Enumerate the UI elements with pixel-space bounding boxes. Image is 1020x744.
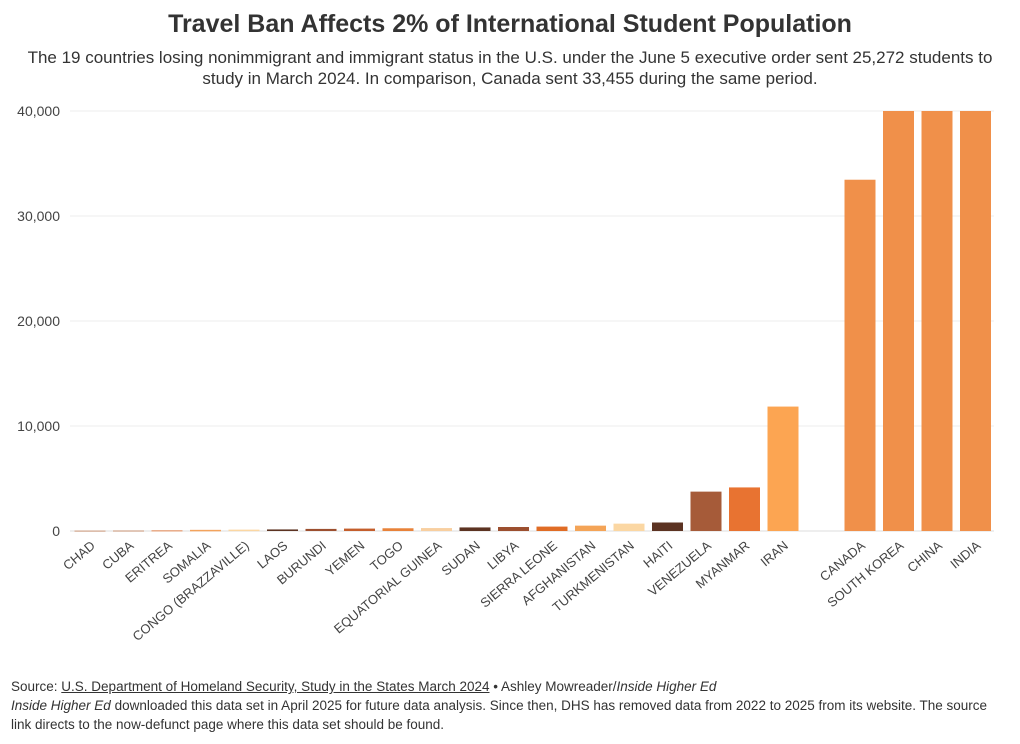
- credit-separator: • Ashley Mowreader/: [489, 679, 617, 694]
- data-note: Inside Higher Ed downloaded this data se…: [11, 696, 991, 734]
- x-tick-label: INDIA: [947, 538, 983, 572]
- bar: [921, 111, 953, 531]
- footer: Source: U.S. Department of Homeland Secu…: [11, 677, 991, 734]
- chart-title: Travel Ban Affects 2% of International S…: [168, 10, 852, 38]
- bar: [652, 522, 683, 531]
- note-publication: Inside Higher Ed: [11, 698, 111, 713]
- source-label: Source:: [11, 679, 58, 694]
- bar: [498, 527, 529, 531]
- x-tick-label: SUDAN: [438, 538, 483, 579]
- y-tick-label: 40,000: [17, 103, 60, 119]
- bar: [459, 527, 491, 531]
- bar: [575, 525, 606, 531]
- x-tick-label: CHINA: [904, 538, 945, 576]
- bar: [729, 487, 760, 531]
- chart-subtitle: The 19 countries losing nonimmigrant and…: [27, 48, 993, 88]
- bar: [228, 529, 260, 532]
- bar: [190, 529, 221, 532]
- bar: [74, 530, 106, 532]
- source-link[interactable]: U.S. Department of Homeland Security, St…: [61, 679, 490, 694]
- bar: [382, 528, 414, 531]
- x-tick-label: YEMEN: [322, 538, 367, 579]
- bar: [305, 528, 337, 531]
- y-tick-label: 10,000: [17, 418, 60, 434]
- source-line: Source: U.S. Department of Homeland Secu…: [11, 677, 991, 696]
- y-tick-label: 20,000: [17, 313, 60, 329]
- bar: [960, 111, 991, 531]
- y-tick-label: 0: [52, 523, 60, 539]
- bar: [844, 179, 876, 531]
- bar: [113, 530, 144, 532]
- x-tick-label: IRAN: [757, 538, 790, 569]
- x-tick-label: CHAD: [60, 538, 98, 573]
- bar: [883, 111, 914, 531]
- bar: [536, 526, 568, 531]
- bar: [267, 529, 298, 531]
- note-text: downloaded this data set in April 2025 f…: [11, 698, 988, 732]
- bar: [767, 406, 799, 531]
- bar: [613, 523, 645, 531]
- credit-publication: Inside Higher Ed: [616, 679, 717, 694]
- bar: [344, 528, 375, 531]
- y-tick-label: 30,000: [17, 208, 60, 224]
- bar: [690, 491, 722, 531]
- bar: [421, 528, 452, 531]
- bar: [151, 530, 183, 532]
